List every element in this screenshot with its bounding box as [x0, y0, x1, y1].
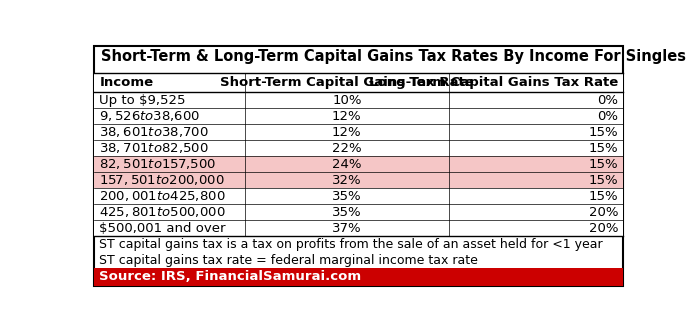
Text: Long-Term Capital Gains Tax Rate: Long-Term Capital Gains Tax Rate [369, 76, 618, 89]
Text: 15%: 15% [589, 142, 618, 155]
Text: 12%: 12% [332, 126, 362, 139]
Bar [94, 124, 624, 140]
Text: 37%: 37% [332, 222, 362, 235]
Bar [94, 108, 624, 124]
Text: 0%: 0% [597, 94, 618, 107]
Text: ST capital gains tax rate = federal marginal income tax rate: ST capital gains tax rate = federal marg… [99, 254, 478, 267]
Text: 20%: 20% [589, 222, 618, 235]
Text: $9,526 to $38,600: $9,526 to $38,600 [99, 109, 201, 123]
Text: 35%: 35% [332, 190, 362, 203]
Bar [94, 172, 624, 188]
Bar [94, 92, 624, 108]
Text: 35%: 35% [332, 206, 362, 219]
Text: Short-Term & Long-Term Capital Gains Tax Rates By Income For Singles: Short-Term & Long-Term Capital Gains Tax… [101, 49, 685, 64]
Text: Up to $9,525: Up to $9,525 [99, 94, 186, 107]
Text: 24%: 24% [332, 158, 362, 171]
Text: 32%: 32% [332, 174, 362, 187]
Text: $38,701 to $82,500: $38,701 to $82,500 [99, 141, 209, 155]
Text: $200,001 to $425,800: $200,001 to $425,800 [99, 189, 226, 203]
Bar [94, 204, 624, 220]
Text: 15%: 15% [589, 126, 618, 139]
Text: Source: IRS, FinancialSamurai.com: Source: IRS, FinancialSamurai.com [99, 270, 362, 283]
Text: Short-Term Capital Gains Tax Rate: Short-Term Capital Gains Tax Rate [220, 76, 474, 89]
Text: Income: Income [99, 76, 153, 89]
Text: $157,501 to $200,000: $157,501 to $200,000 [99, 173, 225, 187]
Text: 10%: 10% [332, 94, 362, 107]
Text: 12%: 12% [332, 110, 362, 123]
Text: $38,601 to $38,700: $38,601 to $38,700 [99, 125, 209, 139]
Text: $82,501 to $157,500: $82,501 to $157,500 [99, 157, 216, 171]
Text: 0%: 0% [597, 110, 618, 123]
Text: 15%: 15% [589, 158, 618, 171]
Bar [94, 188, 624, 204]
Text: 22%: 22% [332, 142, 362, 155]
Text: 15%: 15% [589, 174, 618, 187]
Bar [94, 73, 624, 92]
Text: 20%: 20% [589, 206, 618, 219]
Text: $500,001 and over: $500,001 and over [99, 222, 226, 235]
Bar [94, 140, 624, 156]
Text: $425,801 to $500,000: $425,801 to $500,000 [99, 205, 226, 219]
Bar [94, 220, 624, 236]
Bar [94, 268, 624, 286]
Text: 15%: 15% [589, 190, 618, 203]
Text: ST capital gains tax is a tax on profits from the sale of an asset held for <1 y: ST capital gains tax is a tax on profits… [99, 237, 603, 251]
Bar [94, 156, 624, 172]
